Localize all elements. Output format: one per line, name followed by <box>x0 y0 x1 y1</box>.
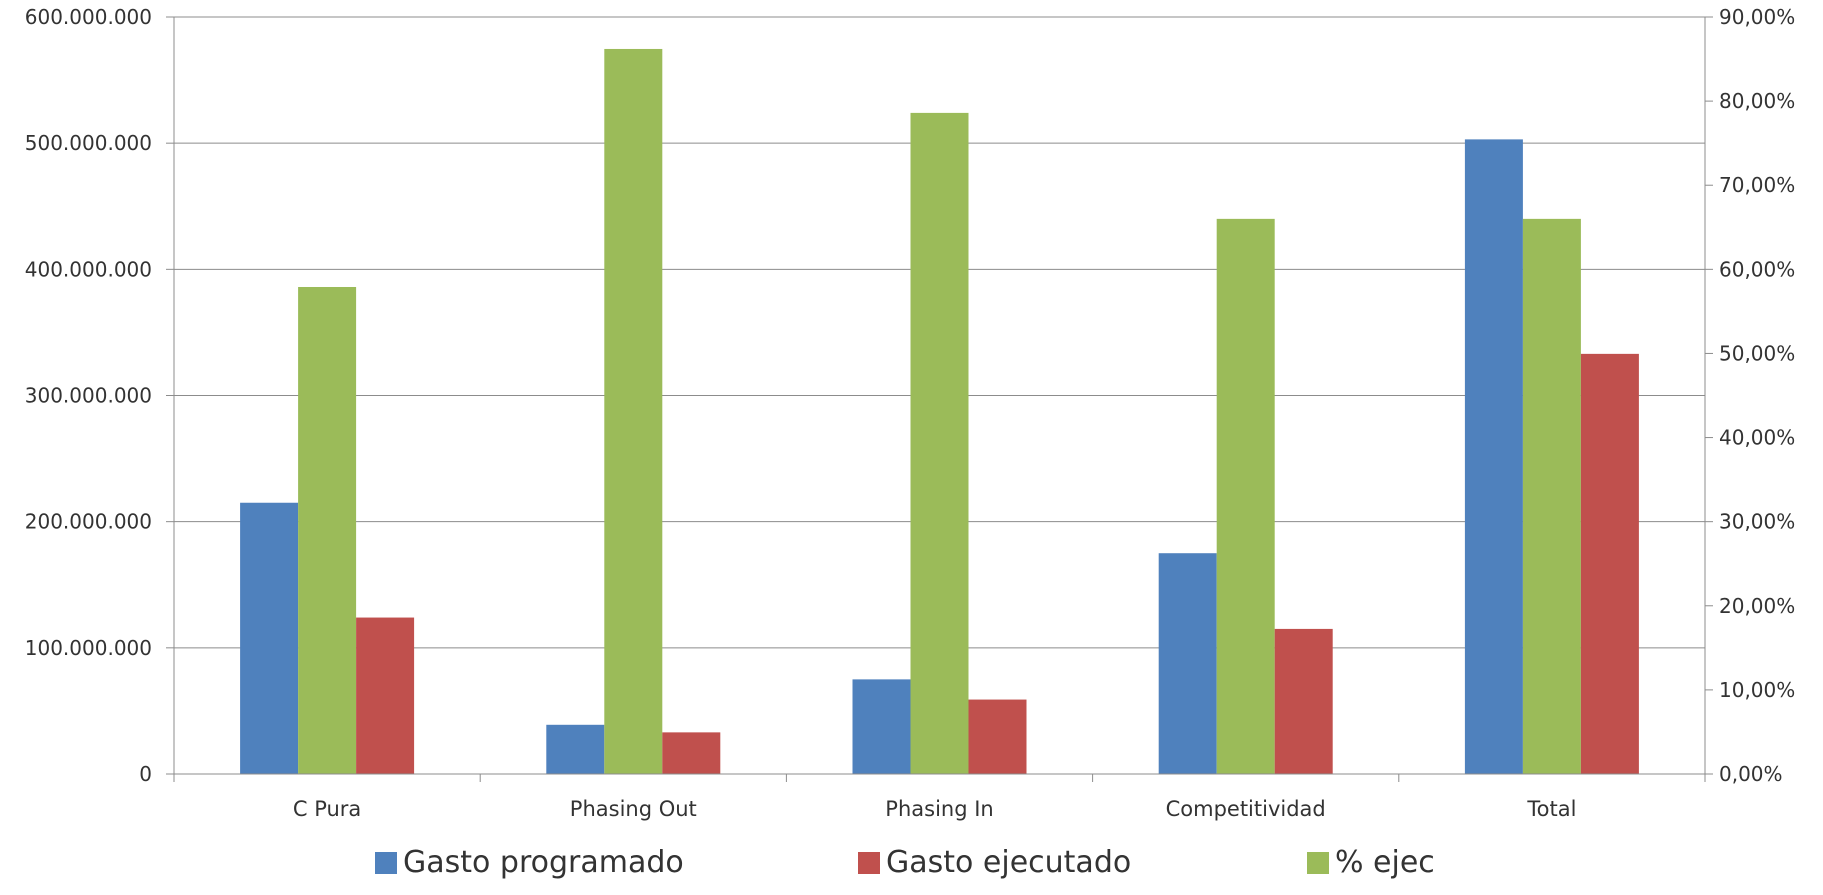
legend-label-gasto-ejecutado: Gasto ejecutado <box>886 845 1131 880</box>
legend-swatch-gasto-programado <box>375 852 397 874</box>
category-label-total: Total <box>1526 797 1576 821</box>
legend: Gasto programado Gasto ejecutado % ejec <box>375 845 1435 880</box>
bar-gasto-programado-competitividad <box>1158 553 1217 774</box>
legend-label-gasto-programado: Gasto programado <box>403 845 684 880</box>
left-tick-label: 400.000.000 <box>25 257 152 281</box>
right-axis-tick-labels: 0,00% 10,00% 20,00% 30,00% 40,00% 50,00% 60,00… <box>1719 5 1795 786</box>
category-label-phasing-out: Phasing Out <box>570 797 697 821</box>
category-label-c-pura: C Pura <box>293 797 361 821</box>
left-tick-label: 100.000.000 <box>25 636 152 660</box>
right-tick-label: 20,00% <box>1719 594 1795 618</box>
right-tick-label: 70,00% <box>1719 173 1795 197</box>
category-labels: C Pura Phasing Out Phasing In Competitivida… <box>293 797 1577 821</box>
bar-gasto-ejecutado-total <box>1580 353 1639 774</box>
bar-gasto-ejecutado-phasing-in <box>968 699 1027 774</box>
legend-label-ejec: % ejec <box>1335 845 1435 880</box>
right-tick-label: 60,00% <box>1719 257 1795 281</box>
right-tick-label: 80,00% <box>1719 89 1795 113</box>
bar-ejec-c-pura <box>298 286 357 774</box>
right-tick-label: 40,00% <box>1719 426 1795 450</box>
bar-gasto-ejecutado-phasing-out <box>662 732 721 774</box>
bar-ejec-competitividad <box>1216 218 1275 774</box>
left-tick-label: 600.000.000 <box>25 5 152 29</box>
left-tick-label: 300.000.000 <box>25 384 152 408</box>
right-tick-label: 30,00% <box>1719 510 1795 534</box>
category-label-competitividad: Competitividad <box>1166 797 1326 821</box>
left-axis-tick-labels: 0 100.000.000 200.000.000 300.000.000 400.00… <box>25 5 152 786</box>
left-tick-label: 200.000.000 <box>25 510 152 534</box>
bar-ejec-total <box>1522 218 1581 774</box>
right-tick-label: 90,00% <box>1719 5 1795 29</box>
category-label-phasing-in: Phasing In <box>885 797 993 821</box>
right-tick-label: 10,00% <box>1719 678 1795 702</box>
right-tick-label: 0,00% <box>1719 762 1783 786</box>
left-tick-label: 500.000.000 <box>25 131 152 155</box>
right-tick-label: 50,00% <box>1719 341 1795 365</box>
bar-gasto-programado-c-pura <box>240 502 299 774</box>
bar-gasto-programado-phasing-out <box>546 724 605 774</box>
bar-gasto-programado-total <box>1464 139 1523 775</box>
legend-swatch-gasto-ejecutado <box>858 852 880 874</box>
bars <box>240 48 1639 775</box>
axes <box>166 16 1713 782</box>
bar-ejec-phasing-in <box>910 112 969 775</box>
bar-gasto-ejecutado-c-pura <box>356 617 415 774</box>
left-tick-label: 0 <box>139 762 152 786</box>
legend-swatch-ejec <box>1307 852 1329 874</box>
bar-gasto-programado-phasing-in <box>852 679 911 774</box>
bar-ejec-phasing-out <box>604 48 663 775</box>
bar-gasto-ejecutado-competitividad <box>1274 628 1333 774</box>
